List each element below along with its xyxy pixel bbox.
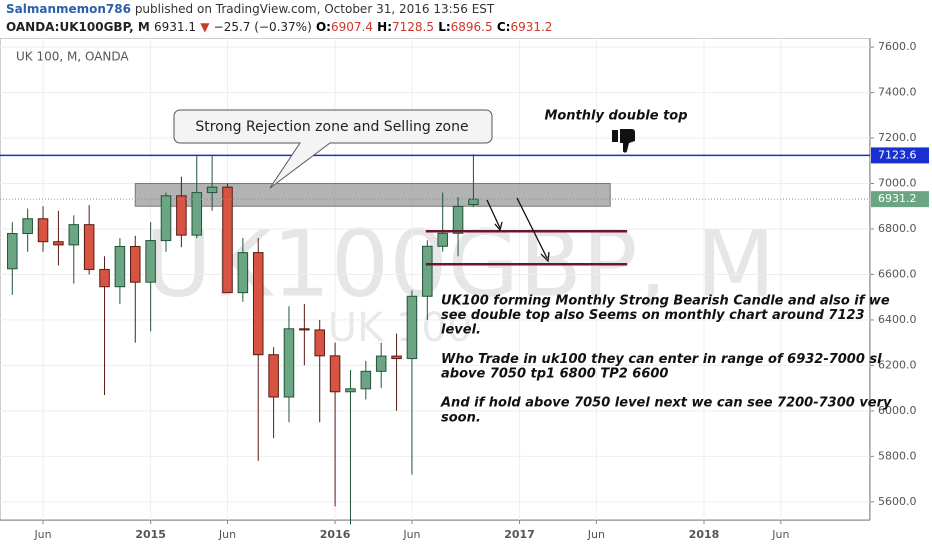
candle-body [406, 295, 418, 360]
arrows [486, 197, 550, 263]
x-tick-label: Jun [218, 528, 236, 541]
resistance-label: 7123.6 [878, 148, 917, 161]
y-tick-label: 7400.0 [878, 86, 917, 99]
analysis-line: UK100 forming Monthly Strong Bearish Can… [441, 294, 890, 309]
candle-body [345, 388, 356, 393]
o-val: 6907.4 [331, 20, 373, 34]
candle-body [314, 329, 325, 357]
published: published on TradingView.com, October 31… [135, 2, 495, 16]
c: C: [497, 20, 511, 34]
candle-body [160, 195, 172, 242]
o: O: [316, 20, 331, 34]
candle-body [422, 245, 433, 297]
y-tick-label: 6600.0 [878, 267, 917, 280]
candle-body [22, 218, 33, 235]
change: −25.7 (−0.37%) [214, 20, 312, 34]
y-tick-label: 6800.0 [878, 222, 917, 235]
author: Salmanmemon786 [6, 2, 131, 16]
candle-body [53, 241, 64, 246]
analysis-line: above 7050 tp1 6800 TP2 6600 [441, 367, 668, 382]
l-val: 6896.5 [451, 20, 493, 34]
callout-text: Strong Rejection zone and Selling zone [195, 119, 468, 135]
candle-body [114, 245, 126, 288]
callout-box [173, 109, 493, 189]
rejection-zone [134, 183, 611, 207]
candle-body [191, 192, 203, 236]
candle-body [37, 218, 49, 243]
h-val: 7128.5 [392, 20, 434, 34]
l: L: [438, 20, 450, 34]
analysis-line: level. [441, 323, 481, 338]
watermark-sub: UK 100 [328, 305, 473, 351]
candle-body [299, 328, 310, 331]
y-tick-label: 6200.0 [878, 358, 917, 371]
y-tick-label: 7200.0 [878, 131, 917, 144]
candle-body [468, 198, 479, 206]
x-tick-label: Jun [33, 528, 51, 541]
thumbs-down-icon [612, 129, 635, 153]
candle-body [360, 370, 372, 390]
x-tick-label: Jun [587, 528, 605, 541]
double-top-note: Monthly double top [544, 109, 687, 124]
price-tag [871, 191, 929, 208]
y-tick-label: 7000.0 [878, 177, 917, 190]
y-tick-label: 5800.0 [878, 449, 917, 462]
c-val: 6931.2 [510, 20, 552, 34]
y-tick-label: 5600.0 [878, 495, 917, 508]
x-tick-label: 2017 [504, 528, 535, 541]
x-tick-label: Jun [402, 528, 420, 541]
analysis-line: see double top also Seems on monthly cha… [441, 308, 865, 323]
candle-body [375, 355, 387, 372]
candle-body [283, 328, 295, 398]
analysis-line: Who Trade in uk100 they can enter in ran… [441, 352, 882, 367]
candle-body [268, 354, 279, 398]
candle-body [145, 240, 156, 283]
resistance-tag [871, 147, 929, 164]
candle-body [452, 205, 464, 234]
analysis-line: soon. [441, 410, 481, 425]
x-tick-label: 2016 [320, 528, 351, 541]
candle-body [130, 245, 141, 283]
y-tick-label: 6400.0 [878, 313, 917, 326]
last: 6931.1 [154, 20, 196, 34]
candle-body [68, 224, 80, 246]
candle-body [206, 186, 218, 194]
y-tick-label: 7600.0 [878, 40, 917, 53]
price-label: 6931.2 [878, 192, 917, 205]
candle-body [176, 195, 187, 236]
candle-body [237, 252, 249, 294]
candle-body [222, 186, 233, 294]
candle-body [437, 232, 448, 247]
candle-body [252, 252, 264, 356]
arrow: ▼ [200, 20, 210, 34]
candle-body [391, 355, 402, 360]
analysis-line: And if hold above 7050 level next we can… [440, 396, 892, 411]
legend: UK 100, M, OANDA [16, 50, 129, 64]
candle-body [7, 233, 18, 270]
x-tick-label: 2018 [689, 528, 720, 541]
symbol: OANDA:UK100GBP, M [6, 20, 150, 34]
candle-body [329, 355, 341, 393]
candle-body [83, 224, 95, 270]
header-line2: OANDA:UK100GBP, M 6931.1 ▼ −25.7 (−0.37%… [6, 20, 552, 34]
header-line1: Salmanmemon786 published on TradingView.… [6, 2, 495, 16]
y-tick-label: 6000.0 [878, 404, 917, 417]
x-tick-label: 2015 [135, 528, 166, 541]
x-tick-label: Jun [771, 528, 789, 541]
h: H: [377, 20, 392, 34]
candle-body [99, 268, 110, 288]
